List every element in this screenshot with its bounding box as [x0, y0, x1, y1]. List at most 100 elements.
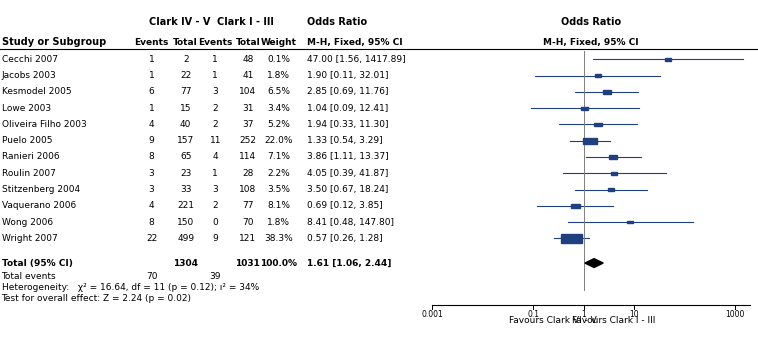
Text: 3: 3: [212, 185, 218, 194]
Text: 121: 121: [240, 234, 256, 243]
Text: 8: 8: [149, 153, 155, 161]
Text: 9: 9: [149, 136, 155, 145]
Text: 5.2%: 5.2%: [268, 120, 290, 129]
Text: Clark IV - V: Clark IV - V: [149, 17, 211, 27]
Text: 1: 1: [212, 71, 218, 80]
Bar: [581, 107, 587, 109]
Text: 1: 1: [149, 55, 155, 64]
Text: 1.61 [1.06, 2.44]: 1.61 [1.06, 2.44]: [307, 259, 391, 267]
Text: 8.41 [0.48, 147.80]: 8.41 [0.48, 147.80]: [307, 218, 394, 226]
Text: Wong 2006: Wong 2006: [2, 218, 52, 226]
Text: 1000: 1000: [725, 311, 745, 319]
Polygon shape: [585, 259, 603, 267]
Text: 39: 39: [209, 272, 221, 281]
Text: 47.00 [1.56, 1417.89]: 47.00 [1.56, 1417.89]: [307, 55, 406, 64]
Text: Total: Total: [236, 38, 260, 47]
Text: 7.1%: 7.1%: [268, 153, 290, 161]
Text: 499: 499: [177, 234, 194, 243]
Text: 0.1%: 0.1%: [268, 55, 290, 64]
Bar: [666, 58, 671, 61]
Text: 0: 0: [212, 218, 218, 226]
Text: Weight: Weight: [261, 38, 297, 47]
Text: 0.1: 0.1: [527, 311, 539, 319]
Text: 157: 157: [177, 136, 194, 145]
Text: 150: 150: [177, 218, 194, 226]
Text: 37: 37: [242, 120, 254, 129]
Text: 1.33 [0.54, 3.29]: 1.33 [0.54, 3.29]: [307, 136, 383, 145]
Text: 77: 77: [242, 201, 254, 210]
Text: 1: 1: [149, 104, 155, 113]
Text: M-H, Fixed, 95% CI: M-H, Fixed, 95% CI: [307, 38, 402, 47]
Text: 114: 114: [240, 153, 256, 161]
Text: 0.69 [0.12, 3.85]: 0.69 [0.12, 3.85]: [307, 201, 383, 210]
Text: 22.0%: 22.0%: [265, 136, 293, 145]
Text: Total: Total: [174, 38, 198, 47]
Text: Cecchi 2007: Cecchi 2007: [2, 55, 58, 64]
Text: Ranieri 2006: Ranieri 2006: [2, 153, 59, 161]
Text: 252: 252: [240, 136, 256, 145]
Text: 23: 23: [180, 169, 192, 178]
Text: 40: 40: [180, 120, 192, 129]
Text: 33: 33: [180, 185, 192, 194]
Bar: [572, 204, 580, 208]
Text: Events: Events: [134, 38, 169, 47]
Text: Odds Ratio: Odds Ratio: [561, 17, 622, 27]
Text: 1.94 [0.33, 11.30]: 1.94 [0.33, 11.30]: [307, 120, 389, 129]
Text: 48: 48: [242, 55, 254, 64]
Text: 9: 9: [212, 234, 218, 243]
Text: 6.5%: 6.5%: [268, 87, 290, 96]
Text: 1: 1: [212, 55, 218, 64]
Text: 1.8%: 1.8%: [268, 71, 290, 80]
Text: 77: 77: [180, 87, 192, 96]
Text: 70: 70: [146, 272, 158, 281]
Text: Odds Ratio: Odds Ratio: [307, 17, 367, 27]
Text: Study or Subgroup: Study or Subgroup: [2, 37, 106, 47]
Text: Vaquerano 2006: Vaquerano 2006: [2, 201, 76, 210]
Text: 10: 10: [629, 311, 639, 319]
Text: Total (95% CI): Total (95% CI): [2, 259, 73, 267]
Text: 31: 31: [242, 104, 254, 113]
Text: Test for overall effect: Z = 2.24 (p = 0.02): Test for overall effect: Z = 2.24 (p = 0…: [2, 294, 192, 303]
Text: 38.3%: 38.3%: [265, 234, 293, 243]
Text: 1: 1: [149, 71, 155, 80]
Text: 108: 108: [240, 185, 256, 194]
Text: Roulin 2007: Roulin 2007: [2, 169, 55, 178]
Text: 1.04 [0.09, 12.41]: 1.04 [0.09, 12.41]: [307, 104, 388, 113]
Text: Jacobs 2003: Jacobs 2003: [2, 71, 56, 80]
Text: 0.001: 0.001: [421, 311, 443, 319]
Text: 100.0%: 100.0%: [261, 259, 297, 267]
Text: Total events: Total events: [2, 272, 56, 281]
Text: Favours Clark I - III: Favours Clark I - III: [572, 317, 656, 325]
Bar: [609, 155, 617, 159]
Text: 2: 2: [183, 55, 189, 64]
Text: 70: 70: [242, 218, 254, 226]
Bar: [611, 172, 618, 175]
Text: 4.05 [0.39, 41.87]: 4.05 [0.39, 41.87]: [307, 169, 388, 178]
Text: Heterogeneity:   χ² = 16.64, df = 11 (p = 0.12); ı² = 34%: Heterogeneity: χ² = 16.64, df = 11 (p = …: [2, 283, 258, 292]
Text: 4: 4: [149, 120, 155, 129]
Text: 1031: 1031: [236, 259, 260, 267]
Text: Events: Events: [198, 38, 233, 47]
Text: 41: 41: [242, 71, 254, 80]
Bar: [561, 234, 581, 243]
Bar: [608, 188, 615, 191]
Text: 3: 3: [149, 169, 155, 178]
Bar: [594, 123, 602, 126]
Text: Kesmodel 2005: Kesmodel 2005: [2, 87, 71, 96]
Bar: [603, 90, 610, 94]
Bar: [628, 221, 634, 223]
Text: 104: 104: [240, 87, 256, 96]
Text: Wright 2007: Wright 2007: [2, 234, 58, 243]
Text: Oliveira Filho 2003: Oliveira Filho 2003: [2, 120, 86, 129]
Text: 22: 22: [180, 71, 191, 80]
Text: 22: 22: [146, 234, 157, 243]
Text: 4: 4: [212, 153, 218, 161]
Text: 8: 8: [149, 218, 155, 226]
Text: 1: 1: [212, 169, 218, 178]
Text: Stitzenberg 2004: Stitzenberg 2004: [2, 185, 80, 194]
Text: 2: 2: [212, 104, 218, 113]
Text: 15: 15: [180, 104, 192, 113]
Text: 11: 11: [209, 136, 221, 145]
Text: 8.1%: 8.1%: [268, 201, 290, 210]
Text: 4: 4: [149, 201, 155, 210]
